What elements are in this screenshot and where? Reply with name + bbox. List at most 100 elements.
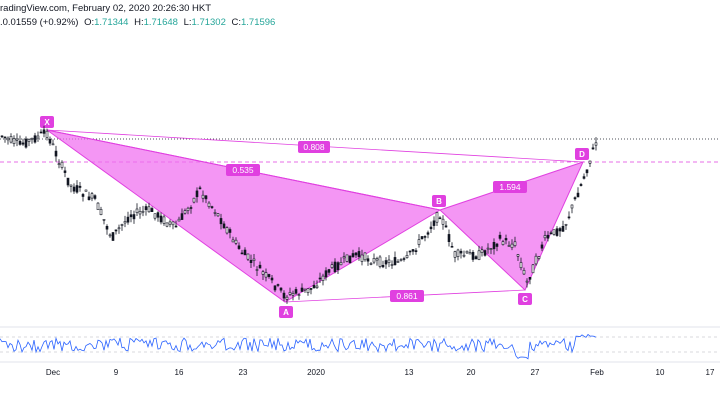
point-d-label[interactable]: D (575, 148, 589, 160)
candle-body (195, 190, 199, 198)
candle-body (303, 288, 307, 291)
candle-body (27, 139, 31, 142)
candle-body (114, 229, 118, 232)
candle-body (123, 221, 127, 224)
candle-body (6, 137, 10, 141)
candle-body (135, 208, 139, 213)
x-axis-label: Dec (46, 368, 60, 377)
change-value: .0.01559 (+0.92%) (0, 17, 79, 28)
candle-body (387, 259, 391, 264)
candle-body (24, 138, 28, 148)
candle-body (438, 217, 442, 220)
high-key: H: (134, 17, 144, 28)
candle-body (474, 256, 478, 260)
candle-body (117, 227, 121, 230)
triangle-xab (46, 129, 442, 303)
x-axis-label: 9 (114, 368, 119, 377)
candle-body (579, 184, 583, 186)
harmonic-pattern[interactable]: 0.808 0.535 1.594 0.861 X A B C (40, 116, 589, 318)
candle-body (216, 213, 220, 217)
candle-body (495, 243, 499, 247)
candle-body (60, 161, 64, 168)
candle-body (243, 249, 247, 256)
candle-body (81, 194, 85, 197)
candle-body (555, 228, 559, 236)
candle-body (366, 258, 370, 262)
candle-body (36, 135, 40, 139)
candle-body (213, 212, 217, 214)
candle-body (255, 269, 259, 271)
candle-body (582, 176, 586, 179)
candle-body (33, 135, 37, 143)
svg-text:X: X (44, 118, 50, 127)
x-axis-label: 10 (656, 368, 665, 377)
point-b-label[interactable]: B (432, 195, 446, 207)
candle-body (537, 256, 541, 259)
point-a-label[interactable]: A (279, 306, 293, 318)
candle-body (591, 147, 595, 150)
candle-body (291, 293, 295, 296)
x-axis-label: 20 (467, 368, 476, 377)
candle-body (372, 257, 376, 263)
candle-body (207, 202, 211, 207)
candle-body (411, 249, 415, 252)
candle-body (93, 195, 97, 199)
candle-body (279, 287, 283, 291)
candlestick-series[interactable] (0, 125, 598, 304)
candle-body (576, 192, 580, 198)
candle-body (111, 232, 115, 241)
candle-body (516, 254, 520, 257)
candle-body (261, 271, 265, 275)
candle-body (330, 264, 334, 268)
candle-body (570, 204, 574, 209)
x-axis-label: 2020 (307, 368, 325, 377)
candle-body (540, 244, 544, 249)
oscillator-series[interactable] (0, 333, 597, 360)
candle-body (420, 236, 424, 240)
svg-text:0.808: 0.808 (303, 142, 325, 152)
candle-body (441, 218, 445, 225)
candle-body (531, 264, 535, 274)
candle-body (483, 250, 487, 256)
candle-body (417, 239, 421, 245)
svg-text:C: C (522, 295, 528, 304)
candle-body (327, 269, 331, 273)
candle-body (147, 206, 151, 213)
open-key: O: (84, 17, 95, 28)
candle-body (246, 253, 250, 260)
candle-body (240, 252, 244, 255)
candle-body (324, 270, 328, 278)
point-x-label[interactable]: X (40, 116, 54, 128)
x-axis-label: 17 (706, 368, 715, 377)
candle-body (168, 221, 172, 225)
candle-body (264, 272, 268, 278)
candle-body (273, 285, 277, 291)
candle-body (492, 242, 496, 250)
candle-body (408, 250, 412, 253)
candle-body (432, 220, 436, 226)
candle-body (225, 227, 229, 234)
candle-body (201, 194, 205, 199)
candle-body (51, 143, 55, 146)
candle-body (435, 212, 439, 223)
candle-body (573, 197, 577, 200)
candle-body (525, 280, 529, 283)
close-key: C: (231, 17, 242, 28)
candle-body (15, 138, 19, 141)
candle-body (108, 234, 112, 237)
candle-body (57, 163, 61, 165)
candle-body (348, 255, 352, 264)
candle-body (402, 258, 406, 260)
candle-body (321, 275, 325, 281)
candle-body (18, 140, 22, 145)
candle-body (141, 210, 145, 213)
candle-body (543, 235, 547, 239)
candle-body (90, 193, 94, 199)
x-axis-label: Feb (590, 368, 604, 377)
candle-body (84, 189, 88, 192)
open-value: 1.71344 (94, 17, 129, 28)
candle-body (300, 287, 304, 292)
candle-body (252, 258, 256, 261)
point-c-label[interactable]: C (518, 293, 532, 305)
